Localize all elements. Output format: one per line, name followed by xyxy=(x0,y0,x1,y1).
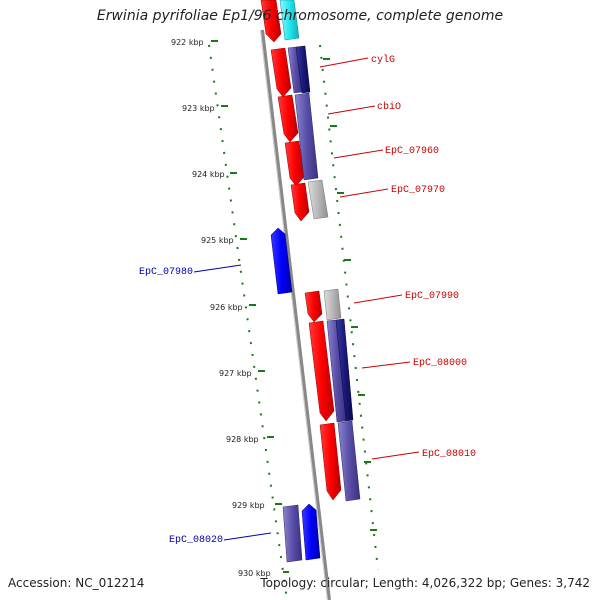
gene-label[interactable]: EpC_08010 xyxy=(422,449,476,460)
ruler-label: 922 kbp xyxy=(171,38,204,47)
gene-label[interactable]: cylG xyxy=(371,54,395,66)
label-leader xyxy=(339,188,389,198)
gene-arrow-cbiO[interactable] xyxy=(277,94,299,143)
cds-bar-navy[interactable] xyxy=(295,45,311,94)
gene-label-layer: cylG cbiO EpC_07960 EpC_07970 EpC_07980 … xyxy=(139,54,476,546)
ruler-label: 925 kbp xyxy=(201,236,234,245)
gene-label[interactable]: EpC_07970 xyxy=(391,185,445,196)
diagram-title: Erwinia pyrifoliae Ep1/96 chromosome, co… xyxy=(96,8,504,24)
ruler-label: 926 kbp xyxy=(210,303,243,312)
gene-label[interactable]: cbiO xyxy=(377,101,401,113)
topology-text: Topology: circular; Length: 4,026,322 bp… xyxy=(260,576,590,590)
gene-label[interactable]: EpC_07980 xyxy=(139,267,193,278)
label-leader xyxy=(361,361,411,369)
label-leader xyxy=(223,532,272,541)
gene-arrow-cylG[interactable] xyxy=(270,47,292,98)
gene-arrow-partial[interactable] xyxy=(260,0,282,43)
forward-genes xyxy=(260,0,342,501)
ruler-ticks: 922 kbp 923 kbp 924 kbp 925 kbp 926 kbp … xyxy=(171,38,377,578)
cds-bar-navy[interactable] xyxy=(335,318,354,422)
cds-bar-purple[interactable] xyxy=(294,92,319,181)
label-leader xyxy=(319,57,369,68)
chromosome-backbone-highlight xyxy=(260,29,328,600)
gene-label[interactable]: EpC_07990 xyxy=(405,291,459,302)
gene-arrow-EpC_08010[interactable] xyxy=(319,422,342,501)
cds-features xyxy=(279,0,361,502)
reverse-genes xyxy=(270,227,321,563)
gene-label[interactable]: EpC_07960 xyxy=(385,146,439,157)
cds-bar-purple[interactable] xyxy=(282,504,303,563)
accession-text: Accession: NC_012214 xyxy=(8,576,145,590)
gene-arrow-EpC_08020[interactable] xyxy=(301,503,321,561)
label-leader xyxy=(371,451,420,460)
cds-bar-cyan[interactable] xyxy=(279,0,300,41)
gene-arrow-EpC_07970[interactable] xyxy=(290,182,310,222)
gene-arrow-EpC_07960[interactable] xyxy=(284,140,305,187)
cds-bar-gray[interactable] xyxy=(323,288,342,321)
label-leader xyxy=(333,149,384,159)
gene-arrow-EpC_07990[interactable] xyxy=(304,290,323,323)
gene-label[interactable]: EpC_08000 xyxy=(413,358,467,369)
ruler-label: 927 kbp xyxy=(219,369,252,378)
chromosome-backbone xyxy=(260,29,331,600)
ruler-label: 928 kbp xyxy=(226,435,259,444)
cds-bar-purple[interactable] xyxy=(337,420,361,502)
gene-label[interactable]: EpC_08020 xyxy=(169,535,223,546)
gene-arrow-EpC_08000[interactable] xyxy=(308,320,335,422)
ruler-label: 929 kbp xyxy=(232,501,265,510)
ruler-label: 930 kbp xyxy=(238,569,271,578)
gene-arrow-EpC_07980[interactable] xyxy=(270,227,293,295)
ruler-label: 923 kbp xyxy=(182,104,215,113)
label-leader xyxy=(193,264,242,273)
label-leader xyxy=(353,294,403,304)
ruler-label: 924 kbp xyxy=(192,170,225,179)
ruler-track-right xyxy=(319,44,379,571)
label-leader xyxy=(327,105,376,115)
cds-bar-gray[interactable] xyxy=(307,179,329,220)
